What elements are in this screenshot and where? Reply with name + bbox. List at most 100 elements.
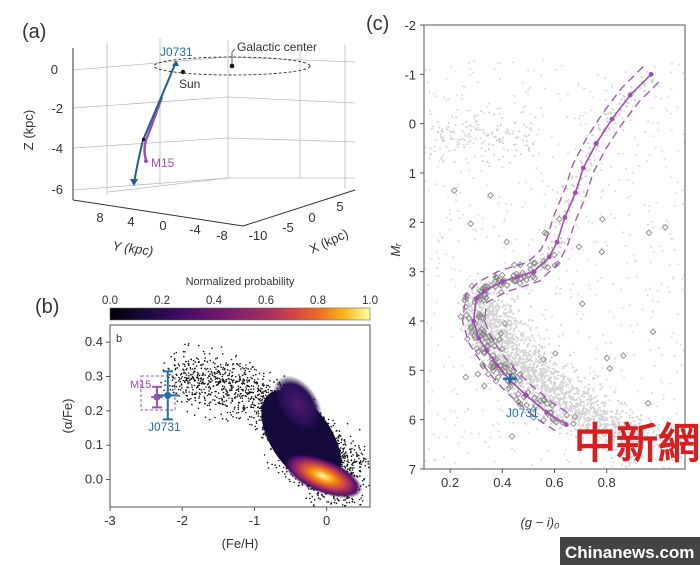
background-star-point: [482, 311, 485, 314]
background-star-point: [455, 116, 458, 119]
background-star-point: [529, 113, 532, 116]
background-star-point: [666, 286, 669, 289]
y-tick: 8: [96, 210, 103, 225]
field-star-point: [174, 364, 176, 367]
background-star-point: [596, 73, 599, 76]
background-star-point: [602, 415, 605, 418]
background-star-point: [432, 92, 435, 95]
density-map: [261, 375, 363, 499]
background-star-point: [481, 217, 484, 220]
field-star-point: [191, 393, 194, 396]
background-star-point: [660, 283, 663, 286]
sun-marker: [180, 69, 186, 75]
background-star-point: [575, 387, 578, 390]
field-star-point: [267, 384, 270, 387]
background-star-point: [620, 464, 623, 466]
background-star-point: [542, 415, 546, 418]
background-star-point: [546, 309, 549, 311]
field-star-point: [203, 388, 205, 391]
field-star-point: [255, 411, 258, 414]
background-star-point: [563, 375, 566, 378]
background-star-point: [636, 415, 639, 418]
background-star-point: [655, 434, 658, 437]
background-star-point: [498, 196, 501, 199]
field-star-point: [360, 452, 363, 455]
field-star-point: [188, 375, 190, 377]
background-star-point: [631, 171, 634, 174]
background-star-point: [644, 425, 647, 428]
background-star-point: [596, 433, 599, 436]
background-star-point: [523, 422, 526, 425]
y-tick-label: 0.3: [85, 369, 103, 384]
field-star-point: [342, 457, 344, 459]
background-star-point: [669, 232, 672, 235]
background-star-point: [621, 306, 624, 309]
field-star-point: [232, 368, 234, 370]
background-star-point: [497, 158, 500, 161]
field-star-point: [229, 388, 231, 391]
background-star-point: [474, 128, 477, 131]
background-star-point: [454, 70, 457, 73]
background-star-point: [532, 389, 535, 392]
field-star-point: [167, 367, 169, 370]
background-star-point: [427, 448, 430, 451]
field-star-point: [234, 393, 236, 395]
field-star-point: [223, 400, 225, 403]
background-star-point: [438, 262, 441, 264]
background-star-point: [461, 138, 464, 140]
background-star-point: [463, 133, 466, 136]
background-star-point: [613, 449, 616, 452]
field-star-point: [192, 377, 195, 379]
background-star-point: [426, 283, 429, 286]
background-star-point: [526, 345, 529, 348]
background-star-point: [456, 141, 459, 144]
field-star-point: [257, 410, 260, 413]
background-star-point: [528, 150, 531, 153]
background-star-point: [599, 169, 602, 172]
background-star-point: [673, 398, 676, 401]
field-star-point: [247, 397, 250, 400]
background-star-point: [425, 267, 427, 270]
background-star-point: [437, 343, 440, 346]
background-star-point: [519, 153, 522, 156]
background-star-point: [424, 180, 427, 183]
field-star-point: [229, 369, 231, 372]
panel-label-b: (b): [35, 296, 59, 318]
galactic-disk-ellipse: [153, 56, 311, 76]
background-star-point: [509, 320, 512, 323]
background-star-point: [561, 388, 564, 391]
background-star-point: [641, 456, 644, 459]
background-star-point: [480, 110, 483, 113]
background-star-point: [568, 381, 571, 384]
background-star-point: [472, 142, 475, 145]
background-star-point: [577, 226, 580, 229]
field-star-point: [232, 379, 235, 381]
field-star-point: [246, 406, 248, 409]
background-star-point: [433, 312, 435, 315]
background-star-point: [466, 407, 469, 410]
background-star-point: [556, 377, 559, 380]
field-star-point: [251, 403, 254, 405]
background-star-point: [629, 433, 632, 437]
background-star-point: [594, 171, 597, 174]
background-star-point: [536, 133, 539, 136]
field-star-point: [257, 412, 260, 415]
background-star-point: [543, 374, 547, 377]
background-star-point: [523, 134, 526, 137]
background-star-point: [525, 91, 527, 94]
background-star-point: [519, 350, 522, 354]
field-star-point: [216, 381, 218, 383]
background-star-point: [611, 433, 614, 436]
background-star-point: [578, 396, 581, 399]
field-star-point: [188, 391, 190, 393]
background-star-point: [456, 109, 459, 111]
axes-b: -3 -2 -1 00.00.10.20.30.4: [85, 334, 330, 528]
field-star-point: [242, 382, 244, 384]
field-star-point: [245, 386, 247, 388]
background-star-point: [501, 342, 504, 345]
background-star-point: [573, 370, 576, 373]
field-star-point: [243, 380, 245, 382]
field-star-point: [333, 497, 335, 500]
field-star-point: [323, 496, 326, 498]
